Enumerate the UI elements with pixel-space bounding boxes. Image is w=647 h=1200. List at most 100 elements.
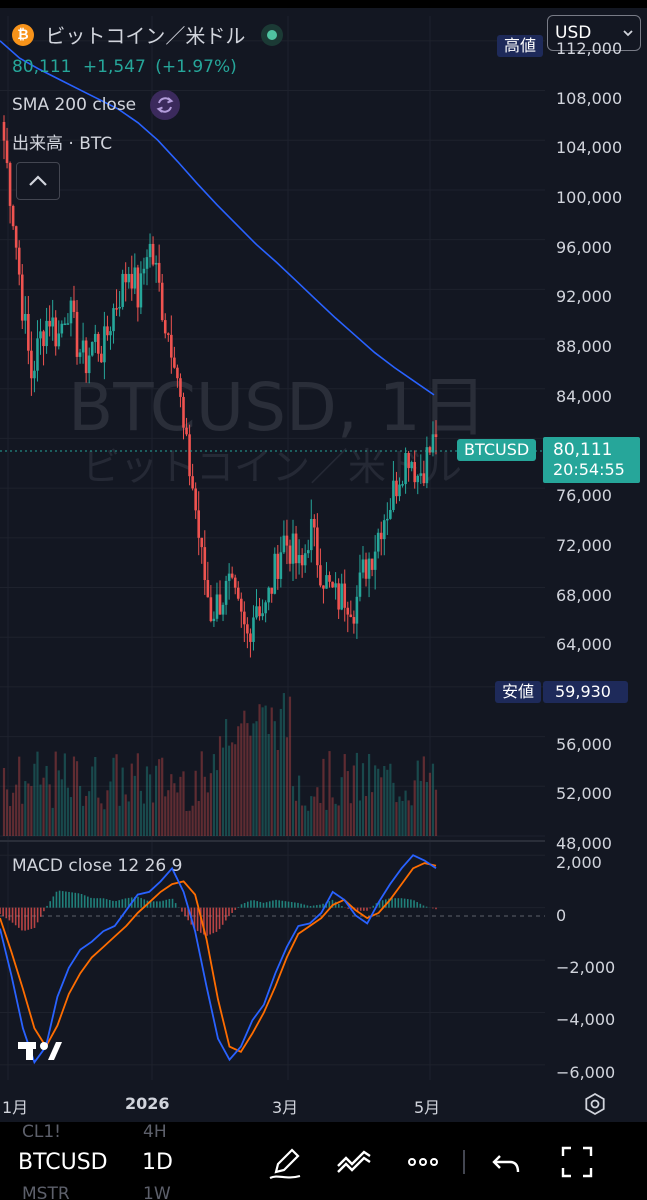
candle-body — [90, 341, 94, 356]
volume-bar — [185, 810, 188, 836]
price-axis-label: 48,000 — [556, 834, 612, 853]
candle-body — [200, 537, 204, 548]
volume-bar — [243, 710, 246, 836]
chart-grid — [0, 16, 545, 1080]
volume-bar — [21, 803, 24, 836]
candle-body — [288, 545, 292, 564]
candle-body — [328, 575, 331, 582]
candle-body — [124, 273, 127, 283]
volume-bar — [334, 803, 337, 836]
refresh-icon[interactable] — [149, 90, 180, 120]
volume-bar — [167, 790, 170, 836]
last-price-value: 80,111 — [553, 440, 613, 460]
candle-body — [157, 262, 161, 283]
volume-bar — [94, 756, 97, 836]
volume-bar — [97, 797, 100, 836]
symbol-title: ビットコイン／米ドル — [45, 24, 246, 48]
volume-bar — [54, 751, 57, 836]
volume-bar — [69, 797, 73, 836]
volume-bar — [246, 723, 249, 836]
more-icon[interactable] — [404, 1142, 444, 1182]
volume-bar — [328, 751, 331, 836]
candle-body — [121, 273, 124, 307]
candle-body — [97, 333, 100, 354]
symbol-price-tag: BTCUSD — [457, 439, 537, 461]
candle-body — [36, 338, 39, 371]
volume-bar — [91, 766, 94, 836]
volume-bar — [155, 765, 158, 836]
volume-bar — [66, 787, 69, 836]
candle-body — [203, 547, 207, 581]
volume-bar — [88, 791, 91, 836]
volume-bar — [294, 800, 298, 836]
candle-body — [30, 350, 33, 379]
candle-body — [279, 552, 283, 579]
candle-body — [221, 604, 225, 615]
volume-bar — [322, 758, 325, 836]
volume-bar — [72, 756, 76, 836]
fullscreen-icon[interactable] — [557, 1142, 597, 1182]
candle-body — [215, 594, 219, 619]
bitcoin-icon: ₿ — [12, 23, 34, 46]
interval-button[interactable]: 1D — [142, 1150, 173, 1175]
price-axis-label: 104,000 — [556, 138, 623, 158]
time-axis-label: 3月 — [272, 1098, 299, 1117]
volume-bar — [148, 774, 152, 836]
candle-body — [300, 555, 304, 566]
price-axis-label: 68,000 — [556, 585, 612, 605]
candle-body — [115, 308, 118, 310]
candle-body — [309, 518, 313, 551]
volume-bar — [276, 749, 279, 836]
candle-body — [379, 532, 383, 540]
currency-selector[interactable]: USD — [547, 15, 641, 51]
sma-legend[interactable]: SMA 200 close — [12, 90, 180, 120]
price-axis-label: 64,000 — [556, 635, 612, 655]
candle-body — [264, 602, 267, 614]
candle-body — [249, 633, 252, 642]
candle-body — [23, 313, 27, 321]
candle-body — [139, 273, 143, 308]
time-axis-label: 5月 — [414, 1098, 441, 1117]
candle-body — [166, 333, 170, 335]
macd-axis-label: −2,000 — [556, 958, 616, 978]
candle-body — [349, 614, 353, 618]
volume-bar — [273, 721, 276, 836]
volume-bar — [145, 766, 149, 836]
legend-change: +1,547 — [82, 57, 146, 77]
volume-bar — [297, 775, 301, 836]
candle-body — [297, 555, 301, 564]
settings-icon[interactable] — [583, 1092, 607, 1116]
collapse-legend-button[interactable] — [16, 162, 60, 200]
volume-bar — [346, 771, 349, 836]
candle-body — [386, 518, 389, 521]
candle-body — [191, 476, 194, 489]
volume-legend[interactable]: 出来高 · BTC — [12, 134, 113, 154]
candle-body — [66, 323, 70, 325]
volume-bar — [307, 810, 310, 836]
price-axis-label: 96,000 — [556, 237, 612, 257]
bottom-toolbar: CL1! 4H MSTR 1W BTCUSD 1D — [0, 1122, 647, 1200]
draw-tools-icon[interactable] — [334, 1142, 374, 1182]
pen-icon[interactable] — [266, 1142, 306, 1182]
volume-bar — [416, 760, 419, 836]
symbol-button[interactable]: BTCUSD — [18, 1150, 108, 1175]
candle-body — [434, 434, 438, 438]
volume-bar — [173, 783, 176, 836]
candle-body — [54, 317, 58, 347]
candle-body — [182, 396, 185, 428]
candle-body — [176, 367, 179, 379]
candle-body — [179, 378, 182, 397]
candle-body — [160, 282, 164, 321]
candle-body — [78, 352, 82, 357]
volume-bar — [395, 802, 398, 836]
candle-body — [185, 427, 188, 435]
symbol-legend[interactable]: ₿ ビットコイン／米ドル — [12, 20, 283, 49]
macd-legend[interactable]: MACD close 12 26 9 — [12, 856, 183, 876]
sma-label: SMA 200 close — [12, 95, 137, 115]
candle-body — [109, 331, 112, 336]
volume-bar — [428, 772, 432, 836]
candle-body — [17, 247, 21, 275]
volume-bar — [304, 805, 307, 836]
undo-icon[interactable] — [488, 1142, 528, 1182]
price-chart[interactable]: BTCUSD, 1日 ビットコイン／米ドル — [0, 8, 647, 1122]
